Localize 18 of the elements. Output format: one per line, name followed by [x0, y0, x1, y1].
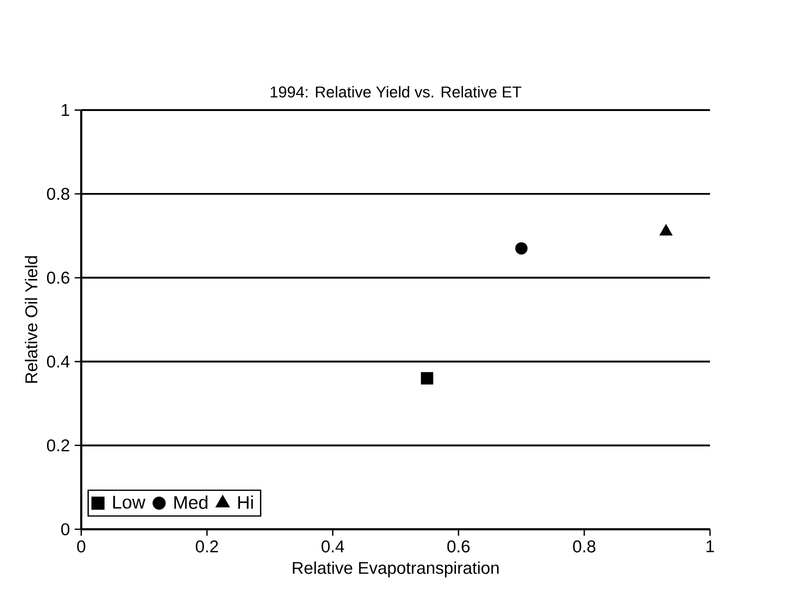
x-tick-label: 0.4	[322, 540, 344, 552]
x-axis-title: Relative Evapotranspiration	[292, 561, 499, 578]
x-tick-label: 0.2	[196, 540, 218, 552]
y-tick-label: 0	[61, 523, 70, 536]
y-tick-label: 0.6	[47, 272, 70, 284]
legend-label: Med	[174, 495, 208, 509]
y-tick-label: 0.2	[47, 439, 70, 452]
x-tick-label: 0	[77, 540, 86, 552]
x-tick-label: 0.8	[573, 540, 596, 552]
y-axis-title: Relative Oil Yield	[24, 256, 38, 383]
legend-label: Hi	[238, 495, 253, 509]
chart-title: 1994: Relative Yield vs. Relative ET	[270, 86, 522, 98]
y-tick-label: 1	[62, 104, 70, 116]
y-tick-label: 0.8	[47, 188, 70, 200]
x-tick-label: 0.6	[447, 540, 470, 552]
legend-label: Low	[113, 496, 146, 508]
y-tick-label: 0.4	[47, 355, 70, 368]
x-tick-label: 1	[706, 540, 714, 552]
